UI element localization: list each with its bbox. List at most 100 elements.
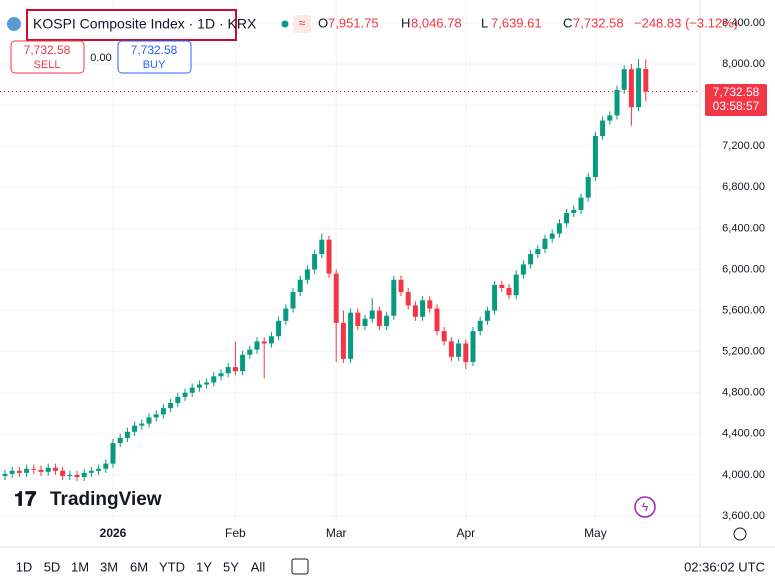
buy-price[interactable]: 7,732.58 [131, 43, 178, 57]
y-tick-label: 4,000.00 [722, 469, 765, 481]
range-button[interactable]: YTD [159, 559, 185, 574]
ohlc-key: O [318, 15, 328, 30]
market-status [281, 20, 289, 28]
x-tick-label: May [584, 526, 607, 540]
candle-body [16, 470, 22, 473]
candle-body [614, 89, 620, 116]
range-button[interactable]: 1M [71, 559, 89, 574]
price-label-box [705, 84, 767, 116]
candle-body [103, 463, 109, 469]
y-tick-label: 8,400.00 [722, 17, 765, 29]
candle-body [456, 343, 462, 357]
event-icon[interactable] [634, 496, 656, 518]
date-range-icon[interactable] [291, 558, 309, 575]
candle-body [348, 312, 354, 359]
y-tick-label: 5,600.00 [722, 304, 765, 316]
candle-body [556, 223, 562, 234]
candle-body [600, 120, 606, 136]
candle-body [74, 474, 80, 477]
x-tick-label: Feb [225, 526, 246, 540]
candle-body [564, 213, 570, 224]
candle-body [189, 387, 195, 393]
sell-price[interactable]: 7,732.58 [24, 43, 71, 57]
ohlc-value: 7,951.75 [328, 15, 379, 30]
range-button[interactable]: 1D [16, 559, 33, 574]
candle-body [38, 469, 44, 472]
candle-body [160, 408, 166, 415]
ohlc: O 7,951.75 H 8,046.78 L 7,639.61 C 7,732.58 [318, 15, 624, 30]
range-button[interactable]: 6M [130, 559, 148, 574]
range-button[interactable]: 3M [100, 559, 118, 574]
clock: 02:36:02 UTC [684, 559, 765, 574]
range-button[interactable]: 1Y [196, 559, 212, 574]
candle-body [578, 197, 584, 210]
range-button[interactable]: 5Y [223, 559, 239, 574]
ohlc-value: 8,046.78 [411, 15, 462, 30]
settings-icon[interactable] [733, 527, 747, 541]
sell-button[interactable] [10, 40, 85, 74]
candle-body [283, 308, 289, 321]
y-tick-label: 6,000.00 [722, 263, 765, 275]
symbol-icon [7, 17, 21, 31]
candle-body [52, 467, 58, 471]
candle-body [520, 264, 526, 275]
candle-body [499, 284, 505, 288]
candle-body [628, 69, 634, 108]
candle-body [204, 382, 210, 385]
candle-body [434, 308, 440, 332]
logo: TradingView [50, 489, 162, 510]
candle-body [132, 425, 138, 432]
candle-body [60, 470, 66, 476]
candle-body [96, 468, 102, 471]
ohlc-value: 7,732.58 [573, 15, 624, 30]
candle-body [528, 254, 534, 265]
event-glyph[interactable]: ϟ [642, 500, 649, 514]
candle-body [254, 341, 260, 350]
candle-body [276, 320, 282, 337]
buy-label[interactable]: BUY [143, 59, 166, 71]
range-button[interactable]: All [251, 559, 266, 574]
candle-body [31, 468, 37, 470]
candle-body [196, 384, 202, 388]
range-button[interactable]: 5D [44, 559, 61, 574]
ohlc-key: H [401, 15, 410, 30]
candle-body [326, 239, 332, 274]
candle-body [643, 69, 649, 92]
candle-body [376, 310, 382, 326]
candle-body [9, 470, 15, 474]
candle-body [290, 292, 296, 309]
sell-label[interactable]: SELL [34, 59, 61, 71]
x-tick-label: Mar [326, 526, 347, 540]
candle-body [571, 209, 577, 214]
candle-body [355, 312, 361, 326]
candle-body [240, 354, 246, 372]
highlight-box [26, 9, 237, 41]
candle-body [470, 331, 476, 362]
candle-body [153, 414, 159, 418]
logo-mark: 𝟏𝟕 [14, 488, 36, 510]
buy-button[interactable] [117, 40, 192, 74]
y-tick-label: 6,800.00 [722, 181, 765, 193]
change: −248.83 (−3.12%) [634, 15, 738, 30]
candles [0, 58, 700, 482]
candle-body [297, 279, 303, 293]
toolbar: 1D 5D 1M 3M 6M YTD 1Y 5Y All [16, 559, 266, 574]
candle-body [139, 423, 145, 426]
candle-body [247, 349, 253, 355]
candle-body [333, 273, 339, 323]
candle-body [477, 320, 483, 332]
candle-body [319, 239, 325, 255]
candle-body [621, 69, 627, 90]
y-tick-label: 5,200.00 [722, 346, 765, 358]
candle-body [261, 341, 267, 344]
candle-body [312, 254, 318, 270]
candle-body [420, 300, 426, 317]
candle-body [369, 310, 375, 319]
countdown: 03:58:57 [713, 99, 760, 113]
candle-body [405, 292, 411, 306]
candle-body [2, 473, 8, 476]
alert-icon [293, 15, 311, 33]
grid: 3,600.00 4,000.00 4,400.00 4,800.00 5,200.00… [0, 0, 765, 540]
candle-body [427, 300, 433, 309]
